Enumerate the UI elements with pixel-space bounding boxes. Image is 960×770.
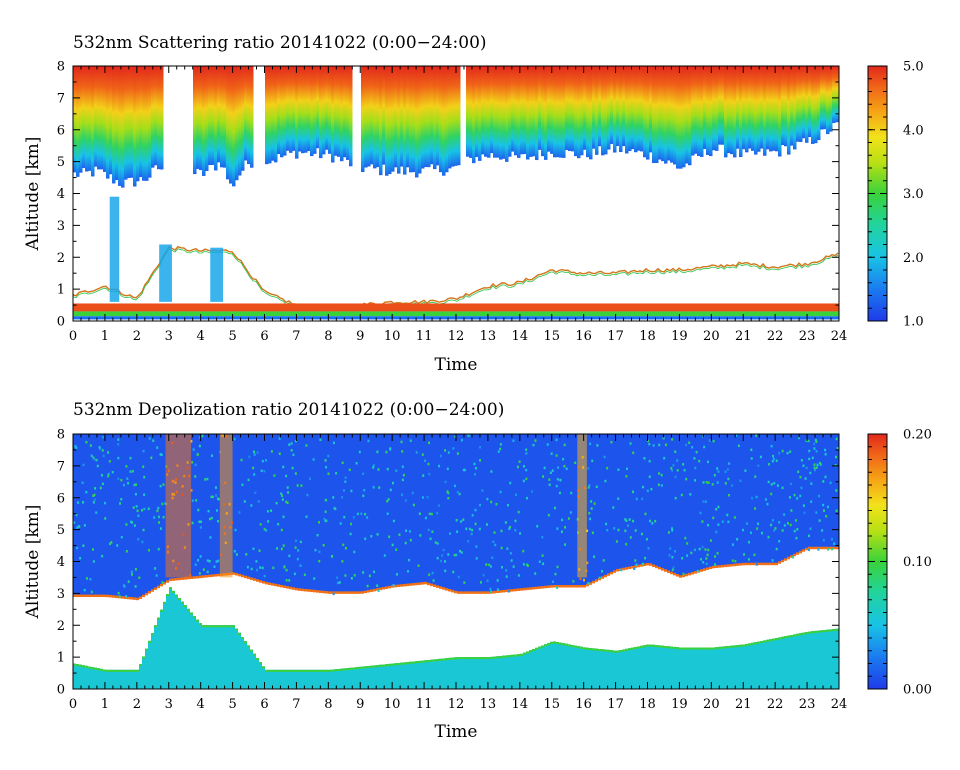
- x-tick-label: 16: [575, 329, 592, 344]
- colorbar-tick-label: 0.00: [903, 683, 932, 698]
- x-tick-label: 15: [543, 697, 560, 712]
- x-tick-label: 4: [197, 329, 205, 344]
- x-tick-label: 11: [416, 697, 433, 712]
- y-tick-label: 6: [57, 491, 65, 506]
- x-tick-label: 20: [703, 329, 720, 344]
- x-tick-label: 5: [228, 697, 236, 712]
- y-tick-label: 2: [57, 619, 65, 634]
- x-tick-label: 18: [639, 697, 656, 712]
- y-axis-label: Altitude [km]: [23, 137, 43, 252]
- x-tick-label: 0: [69, 329, 77, 344]
- x-tick-label: 2: [133, 329, 141, 344]
- y-tick-label: 4: [57, 187, 65, 202]
- x-tick-label: 21: [735, 697, 752, 712]
- x-tick-label: 19: [671, 697, 688, 712]
- y-tick-label: 8: [57, 60, 65, 75]
- x-tick-label: 17: [607, 329, 624, 344]
- y-tick-label: 1: [57, 651, 65, 666]
- x-tick-label: 10: [384, 697, 401, 712]
- y-tick-label: 5: [57, 523, 65, 538]
- x-axis-label: Time: [435, 355, 478, 375]
- x-tick-label: 11: [416, 329, 433, 344]
- scattering-ratio-panel: 0 1 2 3 4 5 6 7 8 9 10 11 12 13 14 15 16 17 18 19 20 21 22 23 24…: [23, 33, 924, 375]
- x-tick-label: 21: [735, 329, 752, 344]
- x-tick-label: 6: [260, 697, 268, 712]
- y-tick-label: 3: [57, 587, 65, 602]
- x-tick-label: 8: [324, 329, 332, 344]
- x-tick-label: 16: [575, 697, 592, 712]
- x-tick-label: 1: [101, 697, 109, 712]
- x-tick-label: 3: [165, 329, 173, 344]
- y-tick-label: 7: [57, 459, 65, 474]
- colorbar-tick-label: 2.0: [903, 251, 924, 266]
- x-tick-label: 10: [384, 329, 401, 344]
- x-tick-label: 23: [799, 697, 816, 712]
- x-tick-label: 12: [448, 329, 465, 344]
- depolarization-ratio-panel: 0 1 2 3 4 5 6 7 8 9 10 11 12 13 14 15 16 17 18 19 20 21 22 23 24…: [23, 400, 932, 742]
- colorbar-tick-label: 4.0: [903, 123, 924, 138]
- heatmap-field: [73, 66, 839, 321]
- x-tick-label: 13: [480, 697, 497, 712]
- x-tick-label: 8: [324, 697, 332, 712]
- x-tick-label: 0: [69, 697, 77, 712]
- x-tick-label: 7: [292, 329, 300, 344]
- y-tick-label: 5: [57, 155, 65, 170]
- x-tick-label: 20: [703, 697, 720, 712]
- x-tick-label: 9: [356, 697, 364, 712]
- colorbar-tick-label: 5.0: [903, 60, 924, 75]
- x-tick-label: 17: [607, 697, 624, 712]
- x-tick-label: 24: [831, 697, 848, 712]
- y-tick-label: 3: [57, 219, 65, 234]
- x-tick-label: 19: [671, 329, 688, 344]
- x-tick-label: 15: [543, 329, 560, 344]
- x-tick-label: 9: [356, 329, 364, 344]
- x-tick-label: 2: [133, 697, 141, 712]
- colorbar-tick-label: 0.20: [903, 428, 932, 443]
- colorbar-tick-label: 3.0: [903, 187, 924, 202]
- x-tick-label: 3: [165, 697, 173, 712]
- y-tick-label: 2: [57, 251, 65, 266]
- x-tick-label: 14: [512, 329, 529, 344]
- x-tick-label: 13: [480, 329, 497, 344]
- x-tick-label: 6: [260, 329, 268, 344]
- y-tick-label: 6: [57, 123, 65, 138]
- y-tick-label: 8: [57, 428, 65, 443]
- x-tick-label: 4: [197, 697, 205, 712]
- x-tick-label: 7: [292, 697, 300, 712]
- colorbar-tick-label: 1.0: [903, 315, 924, 330]
- y-tick-label: 4: [57, 555, 65, 570]
- colorbar-tick-label: 0.10: [903, 555, 932, 570]
- x-tick-label: 24: [831, 329, 848, 344]
- x-tick-label: 1: [101, 329, 109, 344]
- x-tick-label: 18: [639, 329, 656, 344]
- heatmap-field: [73, 434, 839, 689]
- y-tick-label: 0: [57, 315, 65, 330]
- chart-title: 532nm Depolization ratio 20141022 (0:00−…: [73, 400, 504, 420]
- x-tick-label: 5: [228, 329, 236, 344]
- y-tick-label: 7: [57, 91, 65, 106]
- y-tick-label: 0: [57, 683, 65, 698]
- x-tick-label: 14: [512, 697, 529, 712]
- y-axis-label: Altitude [km]: [23, 505, 43, 620]
- x-tick-label: 12: [448, 697, 465, 712]
- x-axis-label: Time: [435, 722, 478, 742]
- x-tick-label: 23: [799, 329, 816, 344]
- chart-title: 532nm Scattering ratio 20141022 (0:00−24…: [73, 33, 487, 53]
- y-tick-label: 1: [57, 283, 65, 298]
- x-tick-label: 22: [767, 697, 784, 712]
- x-tick-label: 22: [767, 329, 784, 344]
